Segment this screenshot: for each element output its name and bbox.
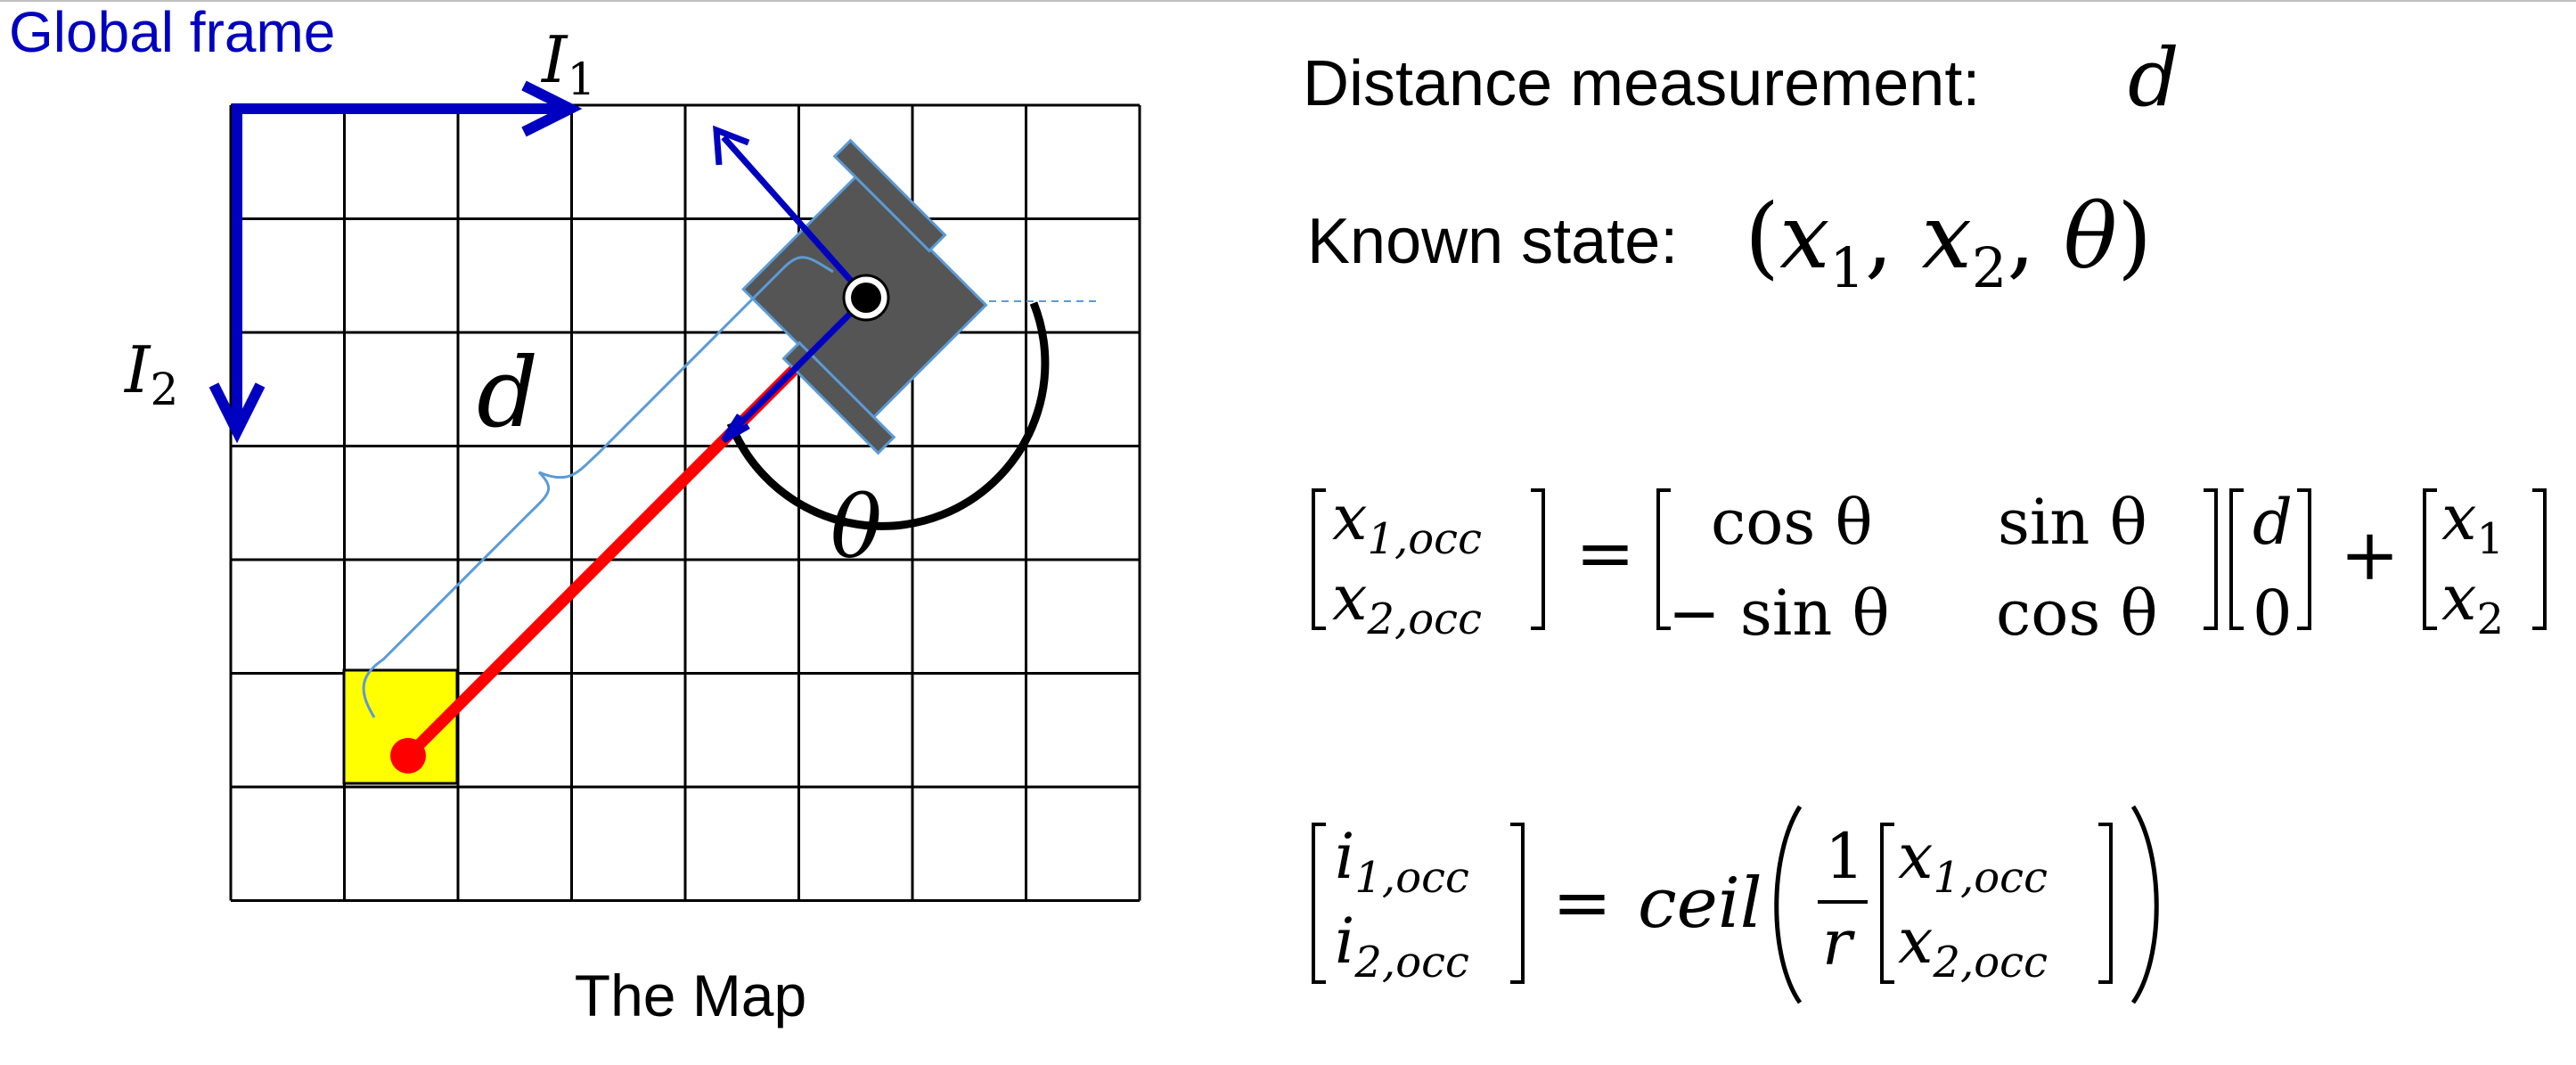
eq2-inner-bracket-right [2098, 823, 2113, 984]
eq1-m12: sin θ [1998, 486, 2147, 559]
eq1-lhs-bracket-left [1312, 488, 1326, 630]
eq2-ceil: ceil [1638, 864, 1762, 944]
global-frame-label: Global frame [9, 0, 335, 64]
distance-symbol: d [477, 338, 538, 449]
eq2-paren-left [1774, 805, 1803, 1004]
robot-wheel-left [832, 138, 947, 253]
occupied-cell-border [342, 668, 459, 785]
eq1-equals: = [1575, 512, 1635, 594]
eq1-offset-bracket-left [2423, 488, 2437, 630]
eq1-matrix-bracket-right [2204, 488, 2218, 630]
eq1-lhs-bottom: x2,occ [1332, 561, 1482, 644]
axis-i1-label: I1 [540, 22, 595, 105]
eq2-paren-right [2130, 805, 2159, 1004]
eq1-m21: − sin θ [1668, 577, 1890, 650]
eq2-lhs-bracket-left [1312, 823, 1326, 984]
map-caption: The Map [575, 963, 806, 1028]
eq2-lhs-top: i1,occ [1335, 820, 1469, 903]
state-tuple: (x1, x2, θ) [1745, 184, 2152, 300]
eq1-offset-bracket-right [2532, 488, 2547, 630]
eq1-vector-bracket-left [2229, 488, 2244, 630]
eq1-lhs-top: x1,occ [1332, 481, 1482, 564]
sensor-direction-arrow [726, 295, 869, 438]
eq1-matrix-bracket-left [1656, 488, 1671, 630]
eq2-inner-top: x1,occ [1898, 820, 2048, 903]
eq1-plus: + [2340, 513, 2400, 596]
eq1-off-top: x1 [2441, 481, 2504, 564]
axis-i2-label: I2 [123, 332, 178, 415]
global-frame-axes [209, 80, 583, 444]
measurement-label: Distance measurement: [1303, 48, 1980, 119]
ray-hit-point [390, 738, 426, 774]
distance-brace [362, 256, 834, 718]
eq1-m11: cos θ [1711, 486, 1873, 559]
eq2-lhs-bottom: i2,occ [1335, 905, 1469, 987]
equation-transform: x1,occ x2,occ = cos θ sin θ − sin θ cos … [1312, 481, 2547, 650]
eq1-off-bottom: x2 [2441, 561, 2504, 644]
eq2-inner-bracket-left [1880, 823, 1894, 984]
eq2-lhs-bracket-right [1510, 823, 1525, 984]
eq2-equals: = [1552, 861, 1612, 944]
robot-wheel-right [781, 340, 896, 455]
sensor-direction-arrowhead [721, 414, 750, 444]
eq2-inner-bottom: x2,occ [1898, 905, 2048, 987]
eq1-m22: cos θ [1996, 577, 2158, 650]
state-label: Known state: [1307, 206, 1678, 277]
robot-heading-arrow [721, 135, 869, 300]
angle-symbol: θ [830, 478, 882, 578]
eq2-frac-den: r [1822, 906, 1855, 979]
eq1-vec-bottom: 0 [2253, 577, 2293, 650]
axis-i2-arrowhead [209, 382, 266, 444]
equation-index: i1,occ i2,occ = ceil 1 r x1,occ x2,occ [1312, 805, 2159, 1004]
axis-i1-arrowhead [521, 80, 583, 137]
eq1-vec-top: d [2253, 486, 2293, 559]
eq2-frac-num: 1 [1825, 820, 1865, 893]
eq1-vector-bracket-right [2297, 488, 2311, 630]
eq1-lhs-bracket-right [1531, 488, 1545, 630]
robot-center-dot [851, 283, 881, 313]
theta-arc [726, 301, 1050, 530]
measurement-symbol: d [2128, 31, 2179, 125]
robot-heading-arrowhead [713, 125, 750, 166]
